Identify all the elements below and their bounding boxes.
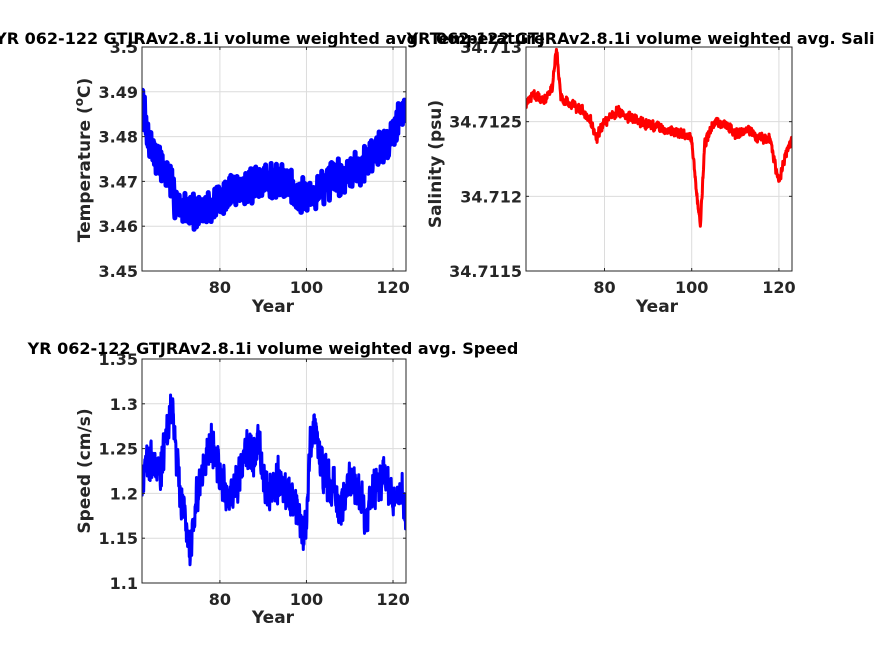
- temperature-y-label: Temperature (oC): [72, 78, 95, 242]
- salinity-y-tick-label: 34.7125: [449, 113, 522, 132]
- salinity-x-tick-label: 120: [762, 278, 795, 297]
- speed-x-tick-label: 80: [209, 590, 231, 609]
- salinity-panel: Salinity (psu) Year 80 100 120 34.7115 34.71…: [426, 38, 796, 317]
- salinity-axes-box: [525, 46, 793, 272]
- temperature-panel: Temperature (oC) Year 80 100 120 3.45 3.46 3.…: [72, 38, 410, 317]
- speed-panel: Speed (cm/s) Year 80 100 120 1.1 1.15 1.2 1.25…: [75, 350, 410, 628]
- speed-x-label: Year: [251, 608, 295, 628]
- speed-y-tick-label: 1.2: [110, 484, 138, 503]
- speed-y-tick-label: 1.1: [110, 574, 138, 593]
- temperature-series-line: [142, 87, 406, 232]
- speed-y-tick-label: 1.35: [99, 350, 138, 369]
- temperature-x-tick-label: 80: [209, 278, 231, 297]
- salinity-y-tick-label: 34.712: [460, 187, 522, 206]
- temperature-x-tick-label: 120: [376, 278, 409, 297]
- temperature-title: YR 062-122 GTJRAv2.8.1i volume weighted …: [0, 29, 545, 48]
- temperature-y-tick-label: 3.46: [99, 217, 138, 236]
- temperature-y-tick-label: 3.5: [110, 38, 138, 57]
- temperature-y-tick-label: 3.49: [99, 83, 138, 102]
- speed-y-tick-label: 1.15: [99, 529, 138, 548]
- temperature-x-label: Year: [251, 297, 295, 317]
- speed-y-tick-label: 1.25: [99, 440, 138, 459]
- salinity-x-tick-label: 80: [593, 278, 615, 297]
- speed-plot-area: [142, 359, 406, 583]
- speed-y-tick-label: 1.3: [110, 395, 138, 414]
- temperature-x-tick-label: 100: [290, 278, 323, 297]
- salinity-y-tick-label: 34.713: [460, 38, 522, 57]
- temperature-axes-box: [141, 46, 407, 272]
- salinity-y-label: Salinity (psu): [426, 100, 446, 228]
- speed-x-tick-label: 100: [290, 590, 323, 609]
- salinity-title: YR 062-122 GTJRAv2.8.1i volume weighted …: [406, 29, 875, 48]
- speed-title: YR 062-122 GTJRAv2.8.1i volume weighted …: [27, 339, 519, 358]
- salinity-plot-area: [526, 47, 792, 271]
- speed-series-line: [142, 393, 406, 567]
- speed-x-tick-label: 120: [376, 590, 409, 609]
- temperature-y-tick-label: 3.45: [99, 262, 138, 281]
- speed-axes-box: [141, 358, 407, 584]
- temperature-y-tick-label: 3.48: [99, 128, 138, 147]
- salinity-series-line: [526, 47, 792, 228]
- salinity-y-tick-label: 34.7115: [449, 262, 522, 281]
- salinity-x-label: Year: [635, 297, 679, 317]
- salinity-x-tick-label: 100: [675, 278, 708, 297]
- speed-y-label: Speed (cm/s): [75, 408, 95, 533]
- temperature-y-tick-label: 3.47: [99, 172, 138, 191]
